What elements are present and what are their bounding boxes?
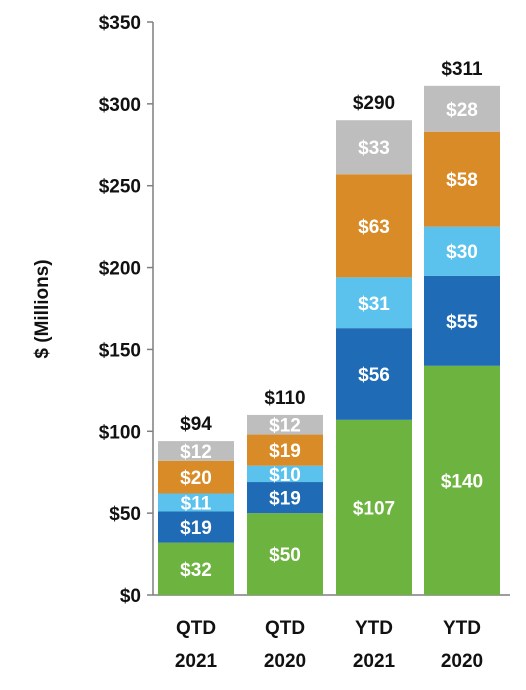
x-category-label: QTD	[176, 618, 216, 639]
y-tick-label: $350	[99, 13, 141, 34]
segment-value-label: $12	[180, 442, 212, 463]
bar-segment	[158, 493, 234, 512]
segment-value-label: $32	[180, 560, 212, 581]
bar-segment	[424, 226, 500, 276]
segment-value-label: $20	[180, 468, 212, 489]
segment-value-label: $58	[446, 170, 478, 191]
bar-segment	[158, 542, 234, 595]
segment-value-label: $19	[269, 489, 301, 510]
bar-segment	[336, 277, 412, 329]
x-category-label: 2021	[353, 651, 396, 672]
bar-segment	[158, 460, 234, 494]
bar-segment	[336, 120, 412, 175]
segment-value-label: $19	[180, 518, 212, 539]
segment-value-label: $107	[353, 498, 395, 519]
bar-segment	[158, 441, 234, 461]
segment-value-label: $140	[441, 471, 483, 492]
bar-segment	[158, 511, 234, 543]
bar-segment	[247, 434, 323, 466]
y-tick-label: $200	[99, 259, 141, 280]
bar-total-label: $94	[180, 414, 212, 435]
bar-segment	[247, 482, 323, 514]
bar-segment	[336, 174, 412, 278]
x-category-label: 2020	[264, 651, 306, 672]
bar-total-label: $311	[441, 59, 483, 80]
y-tick-label: $50	[109, 504, 141, 525]
segment-value-label: $19	[269, 441, 301, 462]
segment-value-label: $31	[358, 294, 390, 315]
bar-total-label: $110	[264, 388, 305, 409]
bar-segment	[424, 85, 500, 132]
bar-segment	[424, 131, 500, 227]
x-category-label: YTD	[355, 618, 393, 639]
y-tick-label: $0	[120, 586, 141, 607]
y-axis-title: $ (Millions)	[32, 259, 53, 358]
bar-segment	[247, 513, 323, 595]
segment-value-label: $10	[269, 465, 301, 486]
segment-value-label: $55	[446, 312, 478, 333]
segment-value-label: $11	[181, 494, 212, 515]
segment-value-label: $30	[446, 242, 478, 263]
bar-segment	[424, 365, 500, 595]
x-category-label: YTD	[443, 618, 481, 639]
bar-segment	[247, 465, 323, 483]
x-category-label: 2020	[441, 651, 483, 672]
bar-segment	[336, 328, 412, 420]
segment-value-label: $28	[446, 100, 478, 121]
x-category-label: QTD	[265, 618, 305, 639]
segment-value-label: $12	[269, 416, 301, 437]
segment-value-label: $56	[358, 365, 390, 386]
y-tick-label: $150	[99, 340, 141, 361]
y-tick-label: $100	[99, 422, 141, 443]
bar-segment	[247, 414, 323, 435]
segment-value-label: $50	[269, 545, 301, 566]
segment-value-label: $63	[358, 217, 390, 238]
bar-segment	[336, 419, 412, 595]
bar-segment	[424, 275, 500, 366]
bar-total-label: $290	[353, 93, 395, 114]
x-category-label: 2021	[175, 651, 218, 672]
y-tick-label: $250	[99, 177, 141, 198]
y-tick-label: $300	[99, 95, 141, 116]
segment-value-label: $33	[358, 138, 390, 159]
